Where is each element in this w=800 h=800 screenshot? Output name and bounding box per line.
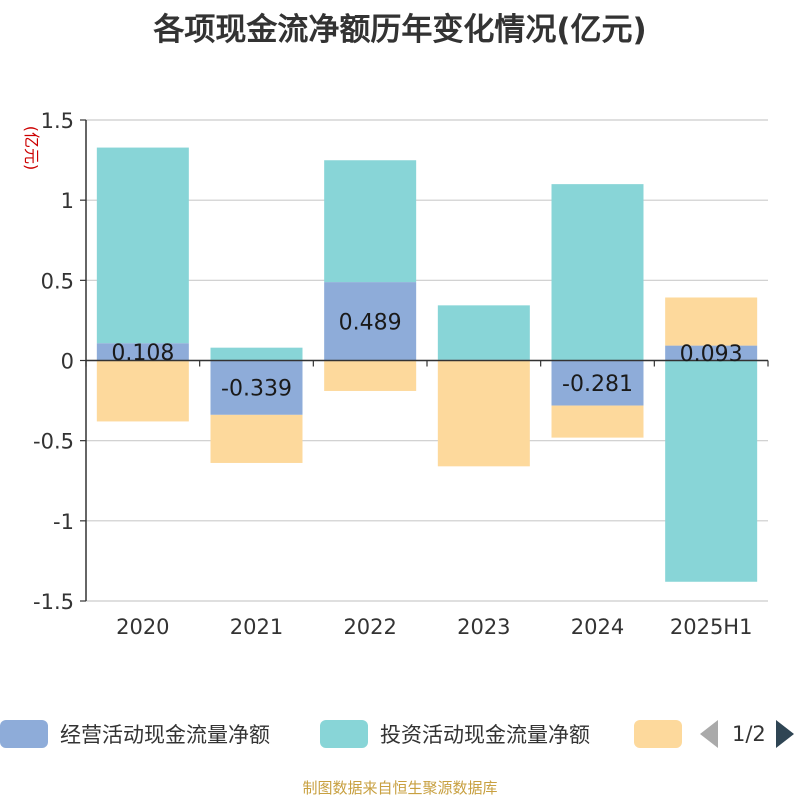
pager-prev-icon[interactable] bbox=[700, 720, 718, 748]
bar-operating bbox=[96, 343, 189, 361]
y-tick-label: -1 bbox=[53, 510, 74, 534]
bar-investing bbox=[210, 347, 303, 361]
bar-financing bbox=[324, 360, 417, 391]
source-note: 制图数据来自恒生聚源数据库 bbox=[302, 779, 498, 797]
pager-next-icon[interactable] bbox=[775, 720, 794, 748]
x-category-label: 2020 bbox=[116, 615, 169, 639]
bar-investing bbox=[324, 160, 417, 283]
y-tick-label: 0.5 bbox=[41, 269, 74, 293]
legend-item-investing[interactable]: 投资活动现金流量净额 bbox=[320, 716, 590, 752]
data-label: 0.093 bbox=[680, 342, 743, 367]
bar-financing bbox=[96, 360, 189, 422]
x-category-label: 2023 bbox=[457, 615, 510, 639]
data-label: -0.339 bbox=[221, 377, 292, 402]
legend: 经营活动现金流量净额 投资活动现金流量净额 bbox=[0, 716, 800, 752]
bar-financing bbox=[551, 405, 644, 438]
bar-investing bbox=[551, 184, 644, 361]
data-label: 0.108 bbox=[111, 341, 174, 366]
legend-swatch-operating bbox=[0, 720, 48, 748]
x-category-label: 2022 bbox=[343, 615, 396, 639]
x-category-label: 2021 bbox=[230, 615, 283, 639]
x-category-label: 2025H1 bbox=[670, 615, 753, 639]
data-label: -0.281 bbox=[562, 372, 633, 397]
legend-item-financing[interactable] bbox=[634, 716, 694, 752]
bar-investing bbox=[96, 147, 189, 344]
bar-operating bbox=[324, 282, 417, 361]
legend-label-operating: 经营活动现金流量净额 bbox=[60, 723, 270, 747]
legend-pager: 1/2 bbox=[700, 716, 794, 752]
legend-swatch-financing bbox=[634, 720, 682, 748]
y-tick-label: -1.5 bbox=[33, 590, 74, 614]
y-tick-label: 1.5 bbox=[41, 109, 74, 133]
legend-swatch-investing bbox=[320, 720, 368, 748]
x-category-label: 2024 bbox=[571, 615, 624, 639]
pager-text: 1/2 bbox=[732, 722, 766, 746]
bar-financing bbox=[665, 297, 758, 346]
bar-operating bbox=[551, 360, 644, 406]
y-tick-label: 1 bbox=[61, 189, 74, 213]
y-unit-label: (亿元) bbox=[22, 126, 41, 171]
bar-investing bbox=[665, 360, 758, 582]
legend-label-investing: 投资活动现金流量净额 bbox=[380, 723, 590, 747]
chart-plot: 1.5 1 0.5 0 -0.5 -1 -1.5 2020 2021 2022 2023 2024 2… bbox=[22, 109, 769, 639]
y-tick-label: -0.5 bbox=[33, 430, 74, 454]
bar-operating bbox=[665, 345, 758, 361]
bar-operating bbox=[210, 360, 303, 415]
y-tick-label: 0 bbox=[61, 350, 74, 374]
chart-title: 各项现金流净额历年变化情况(亿元) bbox=[153, 12, 647, 48]
bar-investing bbox=[437, 305, 530, 360]
data-label: 0.489 bbox=[339, 310, 402, 335]
legend-item-operating[interactable]: 经营活动现金流量净额 bbox=[0, 716, 270, 752]
bar-financing bbox=[210, 414, 303, 463]
bar-financing bbox=[437, 360, 530, 467]
